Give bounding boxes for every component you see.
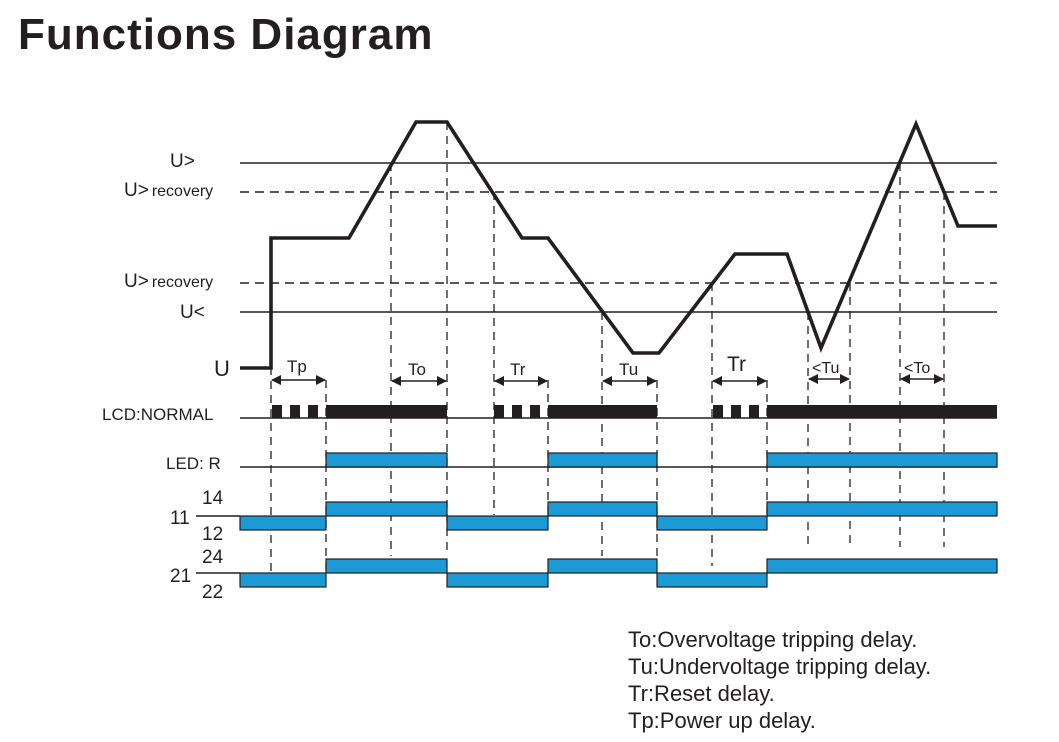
tu-label: Tu: [619, 360, 638, 379]
relay1-no-label: 14: [202, 488, 224, 509]
to-short-label: <To: [904, 360, 930, 377]
u-under-label: U<: [180, 302, 205, 323]
delay-legend: To:Overvoltage tripping delay. Tu:Underv…: [628, 626, 931, 734]
relay1-no-segment: [547, 501, 658, 517]
led-on-segment: [766, 452, 998, 468]
relay2-nc-segment: [446, 572, 549, 588]
relay2-waveform: [239, 558, 998, 588]
u-label: U: [214, 356, 230, 381]
delay-arrows: [271, 374, 944, 386]
tr1-label: Tr: [510, 360, 526, 379]
tu-short-label: <Tu: [812, 360, 839, 377]
legend-item: Tu:Undervoltage tripping delay.: [628, 654, 932, 679]
guide-lines: [270, 122, 945, 590]
lcd-solid-segment: [767, 405, 997, 418]
lcd-blink-segment: [308, 405, 318, 418]
led-row-label: LED: R: [166, 454, 221, 473]
led-on-segment: [325, 452, 448, 468]
legend-item: Tp:Power up delay.: [628, 708, 816, 733]
u-under-recovery-label: U> recovery: [124, 271, 213, 292]
lcd-solid-segment: [326, 405, 447, 418]
relay2-common-label: 21: [170, 566, 191, 587]
lcd-blink-segment: [494, 405, 504, 418]
voltage-waveform: [240, 119, 997, 370]
level-labels: U> U> recovery U> recovery U< U: [124, 151, 230, 381]
relay1-labels: 14 11 12: [170, 488, 240, 545]
u-over-label: U>: [170, 151, 195, 172]
lcd-solid-segment: [548, 405, 657, 418]
relay2-no-label: 24: [202, 547, 224, 568]
lcd-row-label: LCD:NORMAL: [102, 405, 213, 424]
relay1-nc-segment: [239, 515, 327, 531]
lcd-status-bar: [240, 405, 997, 419]
led-status-bar: [240, 452, 998, 468]
relay1-no-segment: [766, 501, 998, 517]
relay2-labels: 24 21 22: [170, 547, 240, 603]
delay-labels: Tp To Tr Tu Tr <Tu <To: [287, 353, 930, 379]
u-over-recovery-label: U> recovery: [124, 180, 213, 201]
lcd-blink-segment: [290, 405, 300, 418]
relay2-no-segment: [325, 558, 448, 574]
relay1-nc-label: 12: [202, 524, 223, 545]
relay2-nc-segment: [656, 572, 768, 588]
relay1-nc-segment: [656, 515, 768, 531]
legend-item: Tr:Reset delay.: [628, 681, 775, 706]
relay2-nc-segment: [239, 572, 327, 588]
relay1-waveform: [239, 501, 998, 531]
relay1-no-segment: [325, 501, 448, 517]
led-on-segment: [547, 452, 658, 468]
lcd-blink-segment: [731, 405, 741, 418]
relay1-common-label: 11: [170, 508, 190, 529]
relay2-nc-label: 22: [202, 582, 223, 603]
threshold-lines: [240, 162, 997, 313]
lcd-blink-segment: [512, 405, 522, 418]
lcd-blink-segment: [749, 405, 759, 418]
relay1-nc-segment: [446, 515, 549, 531]
relay2-no-segment: [547, 558, 658, 574]
tr2-label: Tr: [727, 353, 746, 376]
lcd-blink-segment: [530, 405, 540, 418]
lcd-blink-segment: [713, 405, 723, 418]
tp-label: Tp: [287, 357, 307, 376]
page-title: Functions Diagram: [18, 10, 434, 59]
lcd-blink-segment: [272, 405, 282, 418]
legend-item: To:Overvoltage tripping delay.: [628, 627, 918, 652]
relay2-no-segment: [766, 558, 998, 574]
to-label: To: [408, 360, 426, 379]
